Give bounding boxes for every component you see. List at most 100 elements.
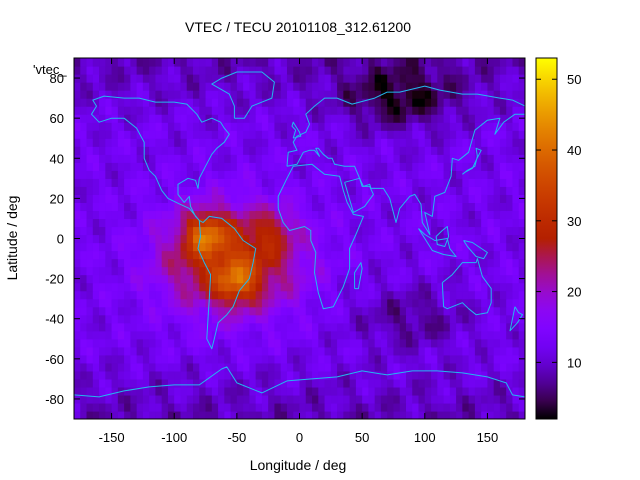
heatmap-cell (286, 242, 294, 252)
heatmap-cell (167, 162, 175, 171)
heatmap-cell (456, 322, 463, 332)
heatmap-cell (211, 242, 219, 252)
heatmap-cell (343, 314, 351, 324)
heatmap-cell (293, 346, 301, 356)
heatmap-cell (193, 98, 200, 107)
heatmap-cell (243, 258, 250, 268)
heatmap-cell (305, 114, 313, 123)
heatmap-cell (330, 98, 338, 107)
heatmap-cell (499, 298, 507, 308)
heatmap-cell (437, 130, 445, 139)
heatmap-cell (230, 114, 238, 123)
heatmap-cell (261, 282, 269, 292)
heatmap-cell (456, 146, 463, 155)
heatmap-cell (155, 306, 163, 316)
heatmap-cell (299, 258, 307, 268)
heatmap-cell (349, 194, 357, 203)
heatmap-cell (393, 186, 401, 195)
heatmap-cell (330, 74, 338, 83)
heatmap-cell (468, 402, 476, 412)
heatmap-cell (380, 250, 388, 260)
heatmap-cell (99, 282, 106, 292)
heatmap-cell (205, 234, 213, 244)
heatmap-cell (330, 298, 338, 308)
heatmap-cell (167, 378, 175, 388)
heatmap-cell (105, 218, 113, 228)
heatmap-cell (343, 210, 351, 220)
heatmap-cell (468, 322, 476, 332)
heatmap-cell (487, 354, 495, 364)
heatmap-cell (180, 266, 188, 276)
heatmap-cell (431, 290, 438, 300)
heatmap-cell (224, 74, 232, 83)
heatmap-cell (393, 290, 401, 300)
heatmap-cell (349, 218, 357, 228)
heatmap-cell (368, 170, 376, 179)
heatmap-cell (368, 314, 376, 324)
heatmap-cell (424, 338, 432, 348)
heatmap-cell (481, 314, 489, 324)
heatmap-cell (167, 122, 175, 131)
heatmap-cell (506, 330, 514, 340)
heatmap-cell (142, 282, 150, 292)
heatmap-cell (456, 218, 463, 228)
coastline-south-america (197, 215, 257, 350)
heatmap-cell (136, 162, 144, 171)
heatmap-cell (312, 370, 319, 380)
heatmap-cell (305, 282, 313, 292)
heatmap-cell (136, 98, 144, 107)
heatmap-cell (130, 290, 138, 300)
heatmap-cell (136, 66, 144, 75)
heatmap-cell (468, 354, 476, 364)
heatmap-cell (493, 202, 501, 212)
heatmap-cell (399, 138, 407, 147)
heatmap-cell (380, 178, 388, 187)
heatmap-cell (205, 386, 213, 396)
heatmap-cell (318, 218, 326, 228)
heatmap-cell (481, 122, 489, 131)
heatmap-cell (174, 354, 182, 364)
heatmap-cell (443, 370, 451, 380)
heatmap-cell (456, 194, 463, 203)
heatmap-cell (368, 130, 376, 139)
heatmap-cell (499, 394, 507, 404)
heatmap-cell (305, 90, 313, 99)
heatmap-cell (431, 66, 438, 75)
heatmap-cell (224, 82, 232, 91)
heatmap-cell (174, 362, 182, 372)
heatmap-cell (268, 338, 276, 348)
heatmap-cell (255, 378, 263, 388)
heatmap-cell (481, 74, 489, 83)
heatmap-cell (92, 130, 100, 139)
heatmap-cell (393, 138, 401, 147)
heatmap-cell (456, 314, 463, 324)
heatmap-cell (105, 298, 113, 308)
heatmap-cell (130, 346, 138, 356)
heatmap-cell (512, 282, 520, 292)
heatmap-cell (224, 186, 232, 195)
heatmap-cell (224, 250, 232, 260)
heatmap-cell (224, 154, 232, 163)
heatmap-cell (174, 410, 182, 419)
heatmap-cell (380, 138, 388, 147)
heatmap-cell (86, 338, 94, 348)
heatmap-cell (149, 346, 157, 356)
heatmap-cell (474, 410, 482, 419)
heatmap-cell (236, 370, 244, 380)
heatmap-cell (86, 362, 94, 372)
heatmap-cell (355, 410, 363, 419)
heatmap-cell (286, 410, 294, 419)
heatmap-cell (399, 218, 407, 228)
heatmap-cell (186, 258, 194, 268)
heatmap-cell (487, 402, 495, 412)
heatmap-cell (249, 114, 257, 123)
heatmap-cell (117, 362, 125, 372)
heatmap-cell (418, 410, 426, 419)
heatmap-cell (186, 266, 194, 276)
heatmap-cell (487, 370, 495, 380)
heatmap-cell (431, 146, 438, 155)
heatmap-cell (393, 306, 401, 316)
heatmap-cell (243, 306, 250, 316)
heatmap-cell (199, 314, 207, 324)
